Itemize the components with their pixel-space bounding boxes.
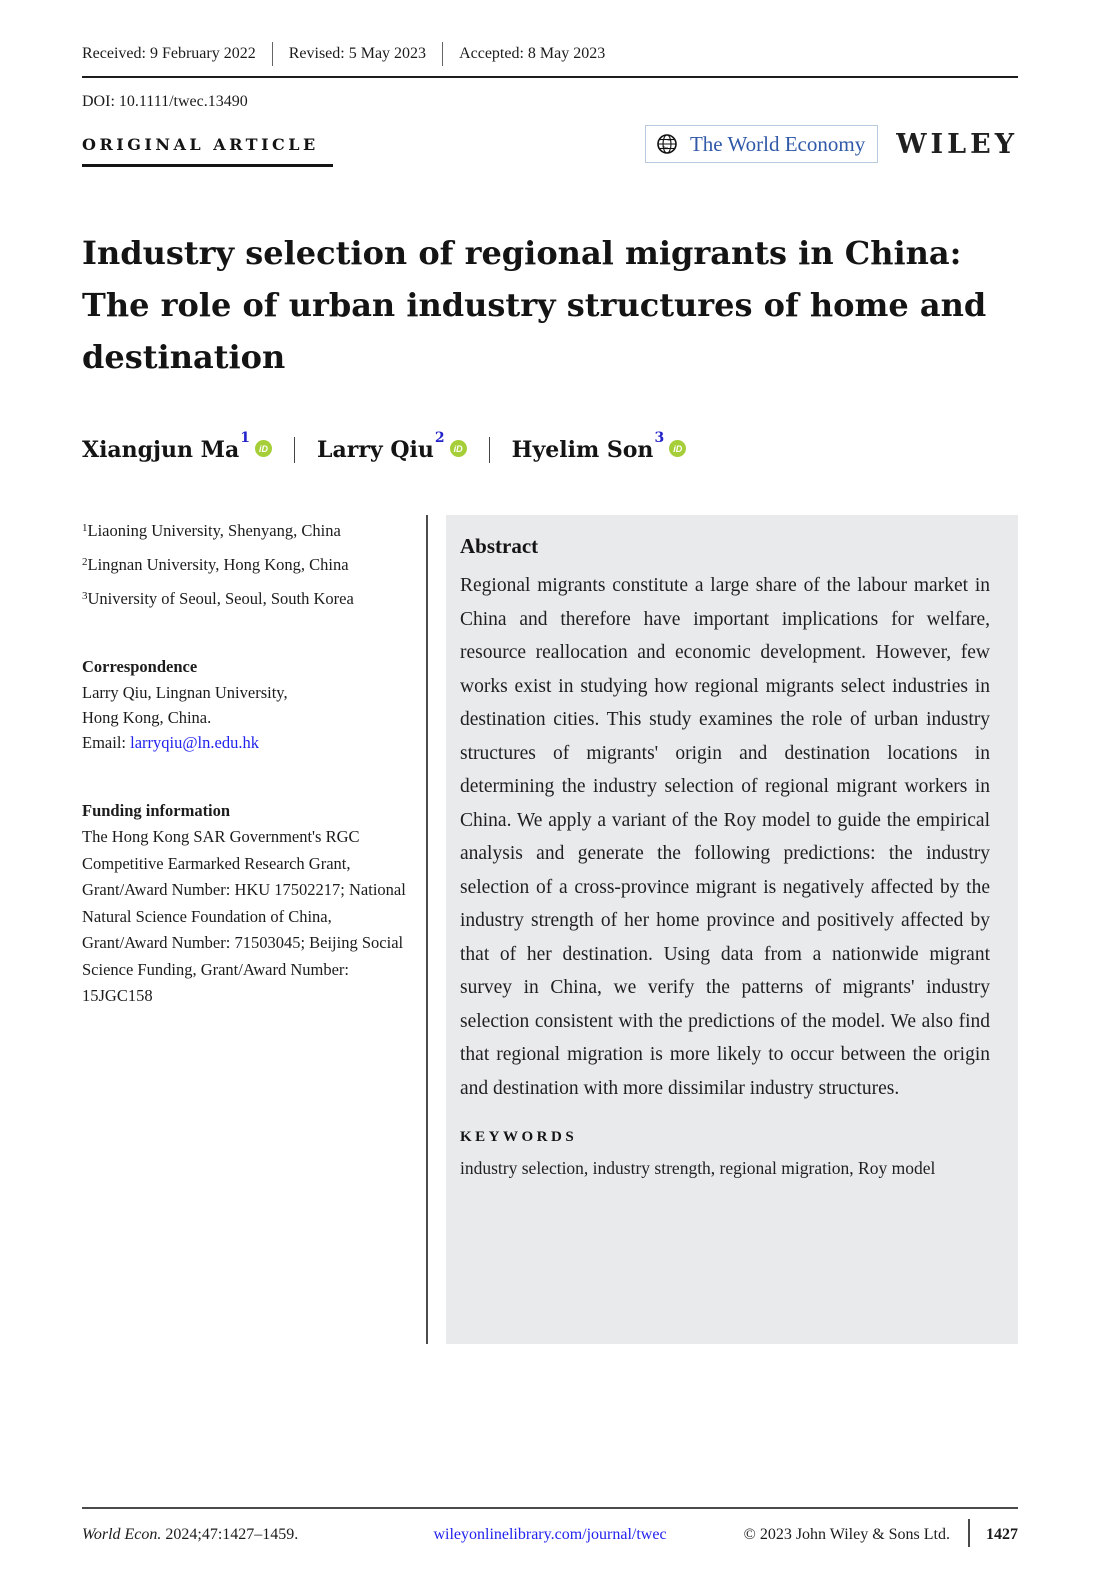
abstract-text: Regional migrants constitute a large sha…	[460, 575, 990, 1099]
journal-url-link[interactable]: wileyonlinelibrary.com/journal/twec	[433, 1526, 667, 1543]
journal-citation: World Econ. 2024;47:1427–1459.	[82, 1526, 298, 1544]
citation-journal-name: World Econ.	[82, 1526, 162, 1543]
email-label: Email:	[82, 733, 131, 752]
author-name: Xiangjun Ma	[82, 437, 240, 463]
author-3: Hyelim Son 3	[511, 430, 687, 463]
abstract-box: Abstract Regional migrants constitute a …	[446, 515, 1018, 1344]
affiliation-sup: 2	[82, 556, 88, 568]
affiliation-text: Lingnan University, Hong Kong, China	[87, 555, 349, 574]
accepted-date: Accepted: 8 May 2023	[459, 45, 606, 62]
author-name: Larry Qiu	[317, 437, 434, 463]
masthead: ORIGINAL ARTICLE The World Economy WILEY	[82, 121, 1018, 167]
received-date: Received: 9 February 2022	[82, 45, 256, 62]
affiliation-3: 3University of Seoul, Seoul, South Korea	[82, 583, 408, 617]
author-1: Xiangjun Ma 1	[82, 430, 273, 463]
author-affiliation-sup: 1	[240, 430, 251, 446]
article-type-label: ORIGINAL ARTICLE	[82, 121, 333, 167]
author-affiliation-sup: 2	[434, 430, 445, 446]
page-footer: World Econ. 2024;47:1427–1459. wileyonli…	[82, 1507, 1018, 1549]
correspondence-line: Hong Kong, China.	[82, 708, 212, 727]
affiliation-sup: 1	[82, 522, 88, 534]
citation-volume-pages: 2024;47:1427–1459.	[161, 1526, 299, 1543]
affiliation-sup: 3	[82, 590, 88, 602]
affiliation-2: 2Lingnan University, Hong Kong, China	[82, 549, 408, 583]
article-info-columns: 1Liaoning University, Shenyang, China 2L…	[82, 515, 1018, 1344]
page-number-divider	[968, 1519, 970, 1547]
author-divider	[488, 437, 490, 463]
date-divider	[271, 42, 273, 66]
journal-logo[interactable]: The World Economy	[644, 125, 879, 163]
journal-name: The World Economy	[689, 131, 866, 156]
author-affiliation-sup: 3	[654, 430, 665, 446]
affiliation-text: Liaoning University, Shenyang, China	[87, 521, 341, 540]
affiliation-1: 1Liaoning University, Shenyang, China	[82, 515, 408, 549]
revised-date: Revised: 5 May 2023	[288, 45, 427, 62]
orcid-icon[interactable]	[669, 440, 687, 457]
keywords-text: industry selection, industry strength, r…	[460, 1158, 936, 1178]
brand-logos: The World Economy WILEY	[644, 125, 1018, 163]
author-name: Hyelim Son	[511, 437, 654, 463]
email-link[interactable]: larryqiu@ln.edu.hk	[130, 733, 259, 752]
column-divider	[426, 515, 428, 1344]
author-list: Xiangjun Ma 1 Larry Qiu 2 Hyelim Son 3	[82, 430, 1018, 463]
date-divider	[442, 42, 444, 66]
author-divider	[294, 437, 296, 463]
correspondence-email-line: Email: larryqiu@ln.edu.hk	[82, 730, 408, 755]
dates-row: Received: 9 February 2022 Revised: 5 May…	[82, 42, 1018, 78]
abstract-heading: Abstract	[460, 534, 539, 558]
funding-heading: Funding information	[82, 801, 231, 820]
correspondence-section: Correspondence Larry Qiu, Lingnan Univer…	[82, 657, 408, 755]
keywords-heading: KEYWORDS	[460, 1129, 578, 1145]
orcid-icon[interactable]	[255, 440, 273, 457]
article-title: Industry selection of regional migrants …	[82, 234, 987, 376]
funding-section: Funding information The Hong Kong SAR Go…	[82, 801, 408, 1010]
orcid-icon[interactable]	[449, 440, 467, 457]
correspondence-heading: Correspondence	[82, 657, 198, 676]
copyright-notice: © 2023 John Wiley & Sons Ltd.	[743, 1526, 950, 1543]
affiliation-text: University of Seoul, Seoul, South Korea	[87, 589, 354, 608]
author-2: Larry Qiu 2	[317, 430, 467, 463]
doi: DOI: 10.1111/twec.13490	[82, 93, 248, 110]
page-number: 1427	[986, 1526, 1018, 1543]
article-meta-column: 1Liaoning University, Shenyang, China 2L…	[82, 515, 426, 1344]
globe-icon	[657, 134, 677, 154]
correspondence-line: Larry Qiu, Lingnan University,	[82, 683, 288, 702]
wiley-logo: WILEY	[896, 128, 1018, 160]
funding-text: The Hong Kong SAR Government's RGC Compe…	[82, 827, 406, 1005]
